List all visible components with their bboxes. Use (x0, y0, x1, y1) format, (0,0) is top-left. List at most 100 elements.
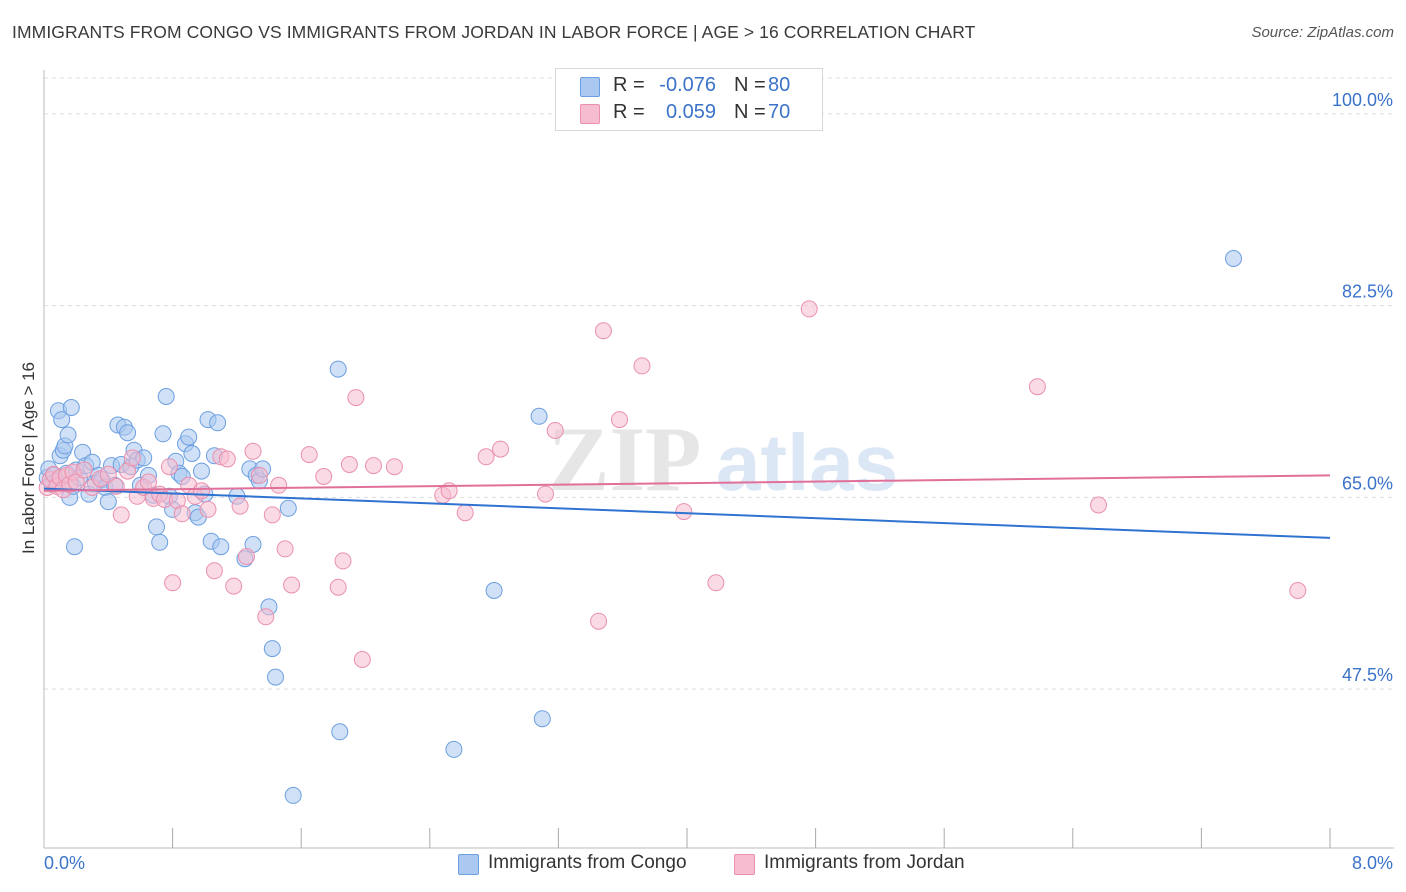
r-label: R = (613, 74, 645, 96)
axes (43, 70, 1394, 849)
jordan-point (123, 449, 141, 467)
n-label: N = (734, 101, 766, 123)
jordan-point (238, 548, 255, 565)
jordan-legend-label: Immigrants from Jordan (764, 852, 965, 873)
jordan-point (477, 448, 495, 466)
congo-point (284, 786, 302, 804)
congo-trend-line (43, 487, 1331, 539)
jordan-point (231, 497, 249, 515)
congo-point (119, 424, 137, 442)
jordan-point (611, 411, 628, 429)
x-tick-label: 8.0% (1352, 853, 1393, 873)
legend-row-congo: R = -0.076 N = 80 (556, 74, 822, 100)
jordan-point (347, 389, 365, 407)
congo-legend-label: Immigrants from Congo (488, 852, 687, 873)
congo-point (533, 710, 551, 728)
jordan-point (99, 465, 117, 483)
legend-row-jordan: R = 0.059 N = 70 (556, 101, 822, 127)
jordan-point (193, 482, 210, 500)
congo-point (279, 499, 297, 517)
congo-swatch (580, 77, 600, 97)
jordan-point (537, 485, 554, 503)
y-axis-label: In Labor Force | Age > 16 (19, 362, 38, 554)
congo-point (66, 538, 83, 556)
jordan-point (112, 506, 130, 524)
x-tick-labels: 0.0% 8.0% (44, 853, 1393, 873)
source-label: Source: ZipAtlas.com (1251, 24, 1394, 41)
jordan-point (218, 450, 236, 468)
congo-point (329, 360, 347, 378)
jordan-point (250, 466, 268, 484)
jordan-point (140, 473, 157, 491)
jordan-point (244, 442, 262, 460)
jordan-points (38, 300, 1307, 668)
jordan-point (546, 422, 564, 439)
congo-point (193, 462, 210, 480)
congo-point (263, 640, 281, 658)
jordan-point (270, 476, 288, 494)
trend-lines (43, 474, 1331, 539)
jordan-point (164, 574, 182, 592)
jordan-point (276, 540, 294, 558)
jordan-point (385, 458, 403, 476)
congo-point (209, 414, 227, 432)
congo-point (62, 399, 80, 416)
congo-point (148, 518, 165, 536)
congo-point (331, 723, 349, 741)
jordan-point (353, 651, 371, 668)
jordan-point (334, 552, 352, 570)
congo-point (1225, 250, 1242, 267)
jordan-point (675, 503, 693, 521)
jordan-point (329, 578, 347, 596)
watermark: ZIP atlas (548, 408, 898, 510)
congo-point (212, 538, 230, 556)
jordan-point (1090, 496, 1107, 514)
congo-point (157, 388, 175, 405)
watermark-atlas: atlas (716, 418, 898, 507)
jordan-point (707, 574, 725, 592)
r-label: R = (613, 101, 645, 123)
jordan-legend-swatch (734, 854, 755, 875)
congo-legend-swatch (458, 854, 479, 875)
grid-lines (44, 77, 1394, 690)
congo-point (445, 740, 463, 758)
n-value: 80 (768, 74, 791, 96)
jordan-point (257, 608, 275, 626)
jordan-point (800, 300, 818, 318)
jordan-point (456, 504, 474, 522)
jordan-point (173, 505, 191, 523)
congo-point (180, 428, 198, 446)
correlation-legend: R = -0.076 N = 80 R = 0.059 N = 70 (555, 68, 823, 131)
jordan-point (300, 446, 318, 464)
jordan-point (590, 612, 608, 630)
y-tick-label: 100.0% (1332, 90, 1393, 110)
congo-point (183, 445, 201, 462)
y-tick-label: 65.0% (1342, 473, 1393, 493)
jordan-point (365, 457, 382, 475)
jordan-point (315, 468, 333, 485)
congo-point (53, 411, 71, 429)
r-value: -0.076 (659, 74, 716, 96)
congo-point (530, 407, 548, 425)
y-tick-label: 82.5% (1342, 282, 1393, 302)
y-tick-label: 47.5% (1342, 665, 1393, 685)
congo-point (151, 533, 169, 551)
chart-title: IMMIGRANTS FROM CONGO VS IMMIGRANTS FROM… (12, 22, 976, 42)
jordan-point (633, 357, 651, 375)
jordan-point (205, 562, 223, 580)
jordan-trend-line (43, 474, 1331, 492)
n-label: N = (734, 74, 766, 96)
jordan-point (225, 577, 243, 595)
n-value: 70 (768, 101, 791, 123)
jordan-point (283, 576, 301, 594)
r-value: 0.059 (665, 101, 716, 123)
congo-point (485, 582, 503, 599)
jordan-point (492, 440, 509, 458)
y-tick-labels: 100.0% 82.5% 65.0% 47.5% (1332, 90, 1393, 685)
jordan-point (75, 461, 93, 479)
jordan-point (160, 458, 178, 476)
x-tick-label: 0.0% (44, 853, 85, 873)
congo-point (59, 426, 77, 444)
jordan-point (340, 456, 358, 473)
